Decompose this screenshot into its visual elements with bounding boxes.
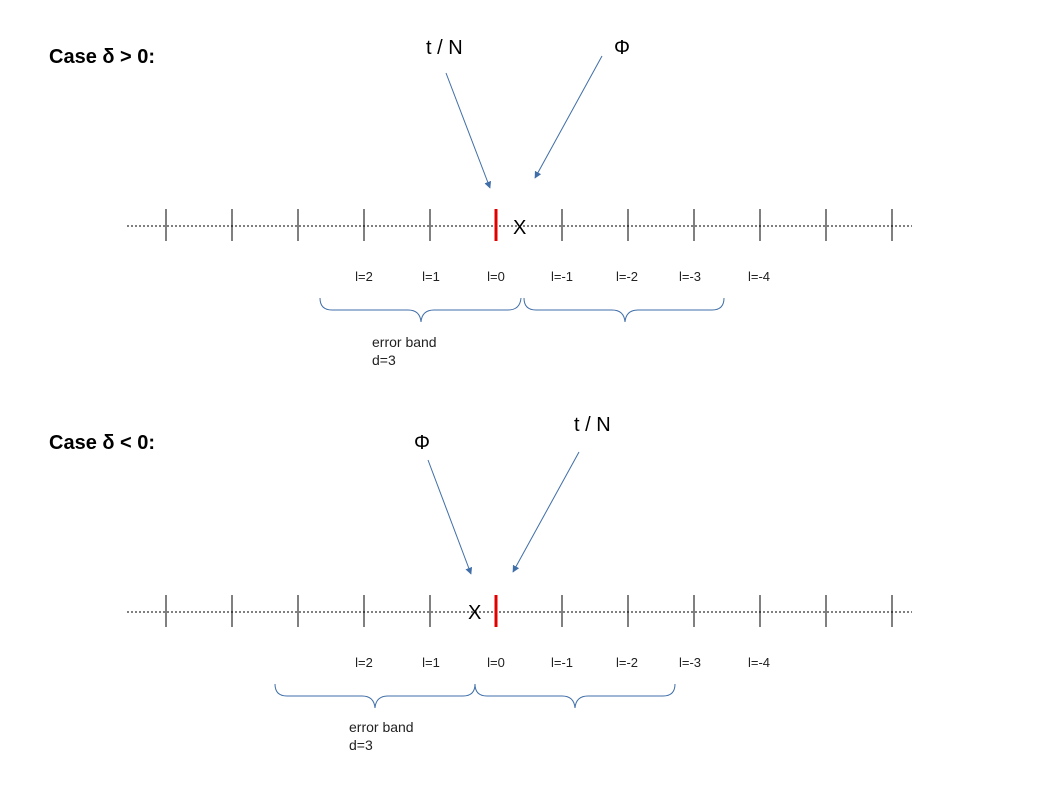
tick-label: l=-2 [616,269,638,284]
case-heading: Case δ < 0: [49,432,155,454]
error-band-brace-left [274,683,476,709]
tick-label: l=-3 [679,655,701,670]
error-band-brace-right [474,683,676,709]
number-line-axis [127,209,912,241]
arrow-label-phi: Φ [614,37,630,59]
error-band-title: error band [372,334,437,350]
error-band-value: d=3 [372,352,396,368]
arrow-label-t-over-n: t / N [574,414,611,436]
error-band-brace-right [523,297,725,323]
x-marker-label: X [513,217,526,239]
number-line-axis [127,595,912,627]
tick-label: l=2 [355,269,373,284]
tick-label: l=2 [355,655,373,670]
tick-label: l=-1 [551,269,573,284]
arrow-phi [427,459,473,575]
arrow-phi [534,55,603,179]
arrow-label-t-over-n: t / N [426,37,463,59]
tick-label: l=-4 [748,655,770,670]
tick-label: l=1 [422,655,440,670]
tick-label: l=-1 [551,655,573,670]
tick-label: l=-3 [679,269,701,284]
x-marker-label: X [468,602,481,624]
tick-label: l=1 [422,269,440,284]
tick-label: l=-2 [616,655,638,670]
arrow-label-phi: Φ [414,432,430,454]
error-band-brace-left [319,297,522,323]
tick-labels: l=2 l=1 l=0 l=-1 l=-2 l=-3 l=-4 [355,269,770,284]
error-band-title: error band [349,719,414,735]
panel-case-delta-negative: Case δ < 0: Φ t / N X l=2 l=1 l=0 l=-1 [49,414,912,753]
tick-label: l=0 [487,655,505,670]
panel-case-delta-positive: Case δ > 0: t / N Φ X l=2 l=1 l=0 l=-1 [49,37,912,368]
case-heading: Case δ > 0: [49,46,155,68]
tick-labels: l=2 l=1 l=0 l=-1 l=-2 l=-3 l=-4 [355,655,770,670]
tick-label: l=-4 [748,269,770,284]
arrow-t-over-n [512,451,580,573]
arrow-t-over-n [445,72,492,189]
tick-label: l=0 [487,269,505,284]
error-band-value: d=3 [349,737,373,753]
